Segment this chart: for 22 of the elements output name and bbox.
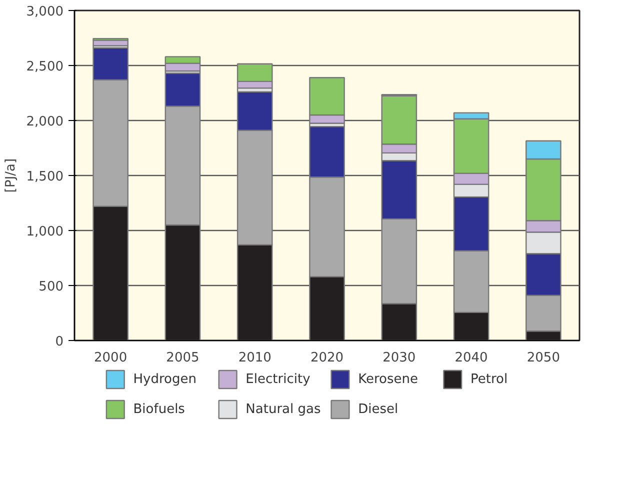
legend-label: Electricity (246, 372, 311, 387)
legend-label: Natural gas (246, 402, 321, 417)
x-tick-label: 2050 (526, 350, 560, 366)
y-tick-label: 1,000 (26, 224, 64, 240)
y-tick-label: 3,000 (26, 4, 64, 20)
y-tick-label: 1,500 (26, 170, 64, 184)
legend-label: Petrol (470, 372, 508, 387)
x-tick-label: 2040 (454, 350, 488, 366)
y-tick-label: 500 (38, 280, 64, 294)
y-axis-title: [PJ/a] (3, 158, 18, 193)
y-tick-label: 2,500 (26, 60, 64, 74)
legend-label: Kerosene (358, 372, 418, 387)
y-tick-label: 2,000 (26, 114, 64, 130)
legend-label: Diesel (358, 402, 398, 417)
y-tick-label: 0 (55, 334, 64, 350)
x-tick-label: 2030 (382, 350, 416, 366)
legend-label: Hydrogen (133, 372, 196, 387)
x-tick-label: 2020 (310, 350, 344, 366)
x-tick-label: 2010 (238, 350, 272, 366)
x-tick-label: 2005 (166, 350, 200, 366)
legend-label: Biofuels (133, 402, 186, 417)
x-tick-label: 2000 (94, 350, 128, 366)
